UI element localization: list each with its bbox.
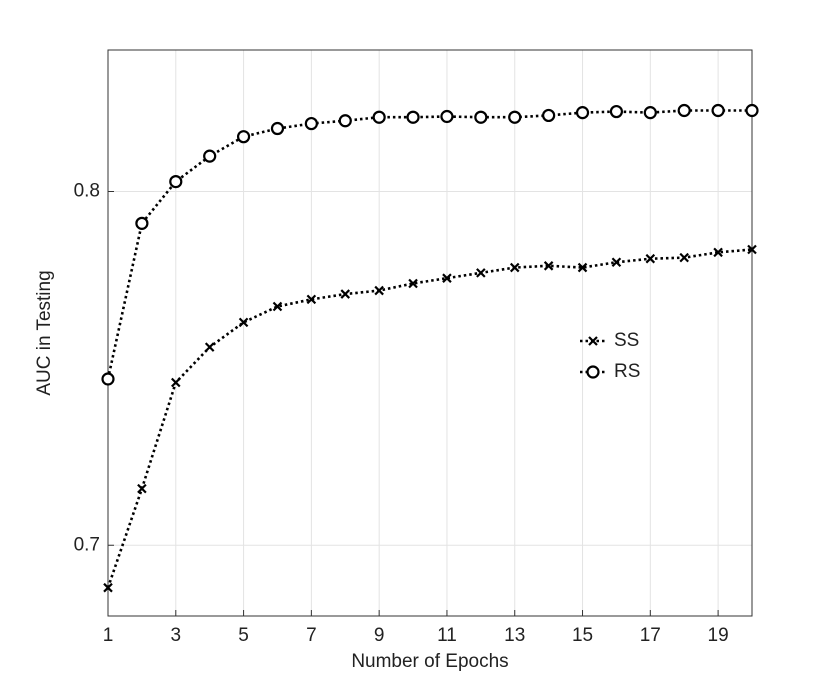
legend-label: SS <box>614 330 639 351</box>
data-point <box>575 106 590 120</box>
data-point <box>408 278 418 289</box>
x-axis-label: Number of Epochs <box>351 651 508 672</box>
data-point <box>304 116 318 131</box>
data-point <box>440 109 454 124</box>
data-point <box>679 252 689 263</box>
data-point <box>135 216 149 230</box>
x-tick-label: 1 <box>103 625 114 646</box>
data-point <box>238 317 249 328</box>
data-point <box>542 108 556 123</box>
data-point <box>677 103 691 118</box>
y-tick-label: 0.7 <box>74 534 100 555</box>
x-tick-label: 7 <box>306 625 317 646</box>
data-point <box>338 114 352 128</box>
data-point <box>474 110 488 124</box>
x-tick-label: 17 <box>640 625 661 646</box>
data-point <box>645 253 656 264</box>
data-point <box>577 262 588 273</box>
plot-frame <box>107 49 753 617</box>
series-line <box>106 248 753 589</box>
data-point <box>272 301 283 312</box>
data-point <box>509 262 520 273</box>
data-point <box>171 377 181 388</box>
data-point <box>611 257 622 268</box>
legend-label: RS <box>614 361 640 382</box>
data-point <box>508 110 522 124</box>
legend-marker <box>588 336 598 346</box>
data-point <box>101 372 115 386</box>
x-tick-label: 13 <box>504 625 525 646</box>
legend-marker <box>586 365 600 379</box>
data-point <box>713 247 723 258</box>
data-point <box>747 244 757 255</box>
data-point <box>745 103 759 118</box>
data-point <box>372 110 386 124</box>
data-point <box>340 289 351 299</box>
data-point <box>406 110 420 124</box>
x-tick-label: 15 <box>572 625 593 646</box>
data-point <box>711 103 725 118</box>
x-tick-label: 5 <box>238 625 249 646</box>
data-point <box>203 149 217 163</box>
data-point <box>236 130 251 144</box>
data-point <box>476 268 486 278</box>
data-point <box>204 342 215 352</box>
x-tick-label: 11 <box>437 625 457 646</box>
data-point <box>543 261 554 271</box>
plot-area <box>108 50 752 616</box>
x-tick-label: 3 <box>171 625 182 646</box>
y-tick-label: 0.8 <box>74 181 100 202</box>
data-point <box>442 273 452 283</box>
data-point <box>103 582 113 593</box>
y-axis-label: AUC in Testing <box>34 270 55 395</box>
data-point <box>169 174 183 189</box>
data-point <box>609 104 624 119</box>
x-tick-label: 19 <box>708 625 729 646</box>
data-point <box>270 121 285 136</box>
data-point <box>137 483 147 494</box>
x-tick-label: 9 <box>374 625 385 646</box>
data-point <box>643 106 657 120</box>
data-point <box>306 294 317 305</box>
data-point <box>374 285 384 296</box>
